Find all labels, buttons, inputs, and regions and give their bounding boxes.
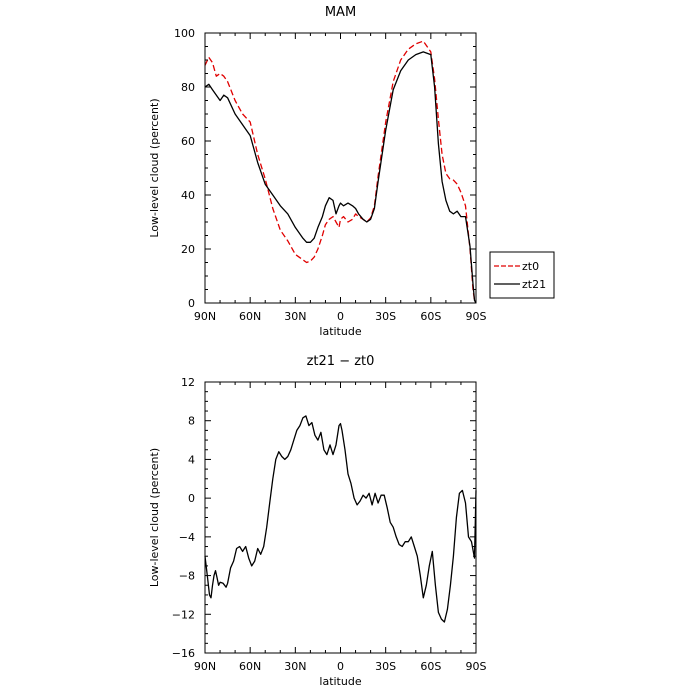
chart-0-x-tick-label: 90N [194, 310, 216, 323]
chart-0-y-tick-label: 100 [174, 27, 195, 40]
chart-0-legend-label-zt0: zt0 [522, 260, 539, 273]
chart-1-plot-frame [204, 381, 477, 654]
chart-0-x-tick-label: 60S [420, 310, 441, 323]
chart-0-x-tick-label: 30S [375, 310, 396, 323]
chart-1-y-tick-label: 4 [188, 453, 195, 466]
chart-1-x-tick-label: 30N [284, 660, 306, 673]
chart-1-x-tick-label: 90S [466, 660, 487, 673]
chart-1-y-tick-label: −8 [179, 570, 195, 583]
chart-0-y-tick-label: 60 [181, 135, 195, 148]
chart-0-y-axis-label: Low-level cloud (percent) [148, 98, 161, 237]
chart-1-y-tick-label: −4 [179, 531, 195, 544]
bottom-chart-panel: zt21 − zt0 90N 60N 30N 0 30S 60S 90S −16 −12 −8 −4 0… [148, 354, 487, 688]
chart-0-y-tick-label: 40 [181, 189, 195, 202]
top-chart-panel: MAM 90N 60N 30N 0 30S 60S 90S 0 20 40 60 80 100 latitu… [148, 5, 555, 338]
chart-0-y-tick-label: 20 [181, 243, 195, 256]
chart-1-x-tick-label: 60N [239, 660, 261, 673]
chart-0-y-tick-label: 0 [188, 297, 195, 310]
chart-1-series-0-line [204, 415, 477, 623]
chart-0-legend-box [489, 251, 555, 299]
chart-0-series-0-line [204, 40, 477, 304]
chart-1-title: zt21 − zt0 [307, 354, 375, 369]
chart-1-x-tick-label: 60S [420, 660, 441, 673]
chart-1-x-axis-label: latitude [319, 675, 361, 688]
chart-1-x-tick-label: 90N [194, 660, 216, 673]
chart-0-x-tick-label: 0 [337, 310, 344, 323]
chart-1-y-tick-label: 0 [188, 492, 195, 505]
chart-1-x-tick-label: 30S [375, 660, 396, 673]
chart-0-x-tick-label: 30N [284, 310, 306, 323]
chart-1-y-axis-label: Low-level cloud (percent) [148, 448, 161, 587]
chart-0-x-axis-label: latitude [319, 325, 361, 338]
chart-0-legend-label-zt21: zt21 [522, 278, 546, 291]
chart-1-y-tick-label: −16 [172, 647, 195, 660]
chart-0-x-tick-label: 60N [239, 310, 261, 323]
chart-1-y-tick-label: 12 [181, 376, 195, 389]
chart-0-plot-frame [204, 32, 477, 304]
chart-0-y-tick-label: 80 [181, 81, 195, 94]
chart-0-x-tick-label: 90S [466, 310, 487, 323]
chart-0-title: MAM [325, 5, 356, 20]
chart-1-y-tick-label: −12 [172, 608, 195, 621]
chart-1-y-tick-label: 8 [188, 415, 195, 428]
chart-0-series-1-line [204, 51, 477, 304]
chart-1-x-tick-label: 0 [337, 660, 344, 673]
